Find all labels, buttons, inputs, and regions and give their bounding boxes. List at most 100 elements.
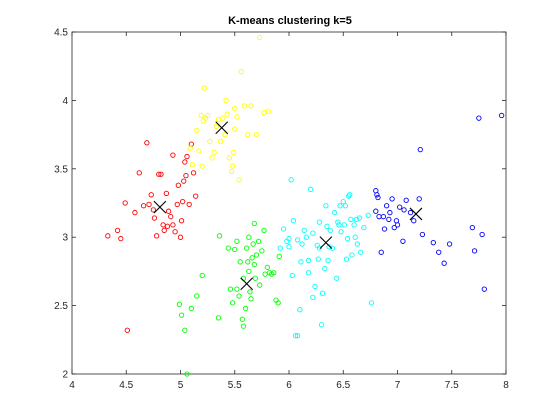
data-point — [335, 219, 341, 225]
data-point — [280, 226, 287, 232]
x-tick-label: 5.5 — [228, 380, 242, 391]
data-point — [215, 116, 222, 123]
data-point — [170, 152, 176, 158]
data-point — [303, 234, 310, 240]
data-point — [229, 300, 236, 306]
data-point — [140, 203, 147, 209]
data-point — [391, 224, 397, 231]
y-tick-label: 3.5 — [54, 164, 68, 175]
data-point — [305, 270, 312, 276]
data-point — [288, 177, 294, 183]
data-point — [174, 201, 180, 208]
data-point — [251, 261, 257, 268]
data-point — [250, 241, 256, 247]
x-tick-label: 4.5 — [119, 380, 133, 391]
data-point — [216, 233, 223, 239]
data-point — [376, 214, 382, 220]
data-point — [336, 222, 342, 228]
data-point — [338, 229, 344, 235]
centroid-x-marker — [215, 121, 229, 135]
data-point — [417, 146, 423, 153]
y-tick-label: 2 — [62, 370, 68, 381]
data-point — [403, 197, 409, 203]
data-point — [389, 196, 395, 202]
data-point — [292, 333, 299, 339]
data-point — [393, 218, 400, 224]
data-point — [290, 218, 296, 224]
data-point — [357, 249, 364, 255]
data-point — [248, 296, 254, 302]
data-point — [176, 301, 183, 307]
data-point — [188, 305, 195, 311]
data-point — [223, 97, 229, 104]
x-tick-label: 7.5 — [445, 380, 459, 391]
data-point — [343, 256, 350, 262]
centroid-x-marker — [153, 200, 167, 214]
data-point — [194, 127, 200, 134]
data-point — [251, 220, 257, 227]
data-point — [177, 234, 184, 240]
x-tick-label: 6.5 — [336, 380, 350, 391]
data-point — [156, 171, 162, 177]
data-point — [346, 193, 352, 199]
data-point — [240, 323, 247, 329]
data-point — [471, 248, 478, 254]
data-point — [180, 198, 186, 205]
data-point — [411, 218, 417, 224]
data-point — [165, 208, 172, 214]
centroid-x-marker — [319, 236, 333, 250]
data-point — [234, 286, 240, 292]
data-point — [381, 226, 388, 232]
data-point — [323, 203, 329, 209]
data-point — [341, 222, 347, 228]
data-point — [189, 162, 196, 168]
data-point — [213, 123, 219, 130]
data-point — [430, 240, 436, 246]
data-point — [186, 201, 192, 208]
data-point — [265, 108, 272, 114]
data-point — [257, 34, 263, 41]
data-point — [114, 227, 121, 234]
data-point — [105, 233, 111, 239]
data-point — [215, 315, 222, 321]
chart-title: K-means clustering k=5 — [228, 15, 352, 27]
data-point — [325, 257, 331, 264]
data-point — [172, 229, 178, 235]
data-point — [329, 245, 336, 251]
data-points — [105, 34, 505, 377]
cluster-4-series — [277, 177, 375, 339]
data-point — [211, 149, 217, 156]
data-point — [199, 163, 205, 169]
data-point — [161, 227, 167, 234]
data-point — [194, 293, 200, 299]
data-point — [316, 245, 323, 251]
data-point — [196, 148, 202, 154]
data-point — [241, 103, 248, 109]
data-point — [365, 212, 371, 218]
data-point — [253, 131, 260, 138]
data-point — [401, 207, 407, 213]
data-point — [182, 159, 188, 165]
data-point — [146, 201, 152, 208]
data-point — [168, 214, 174, 220]
data-point — [148, 192, 154, 198]
data-point — [222, 131, 228, 138]
data-point — [419, 231, 426, 238]
data-point — [153, 233, 160, 239]
data-point — [232, 246, 238, 253]
data-point — [261, 110, 267, 116]
data-point — [245, 259, 251, 265]
data-point — [236, 293, 242, 299]
data-point — [289, 272, 295, 279]
data-point — [124, 327, 130, 333]
data-point — [231, 149, 237, 156]
data-point — [248, 103, 254, 109]
data-point — [236, 177, 242, 183]
data-point — [246, 234, 252, 240]
data-point — [310, 230, 316, 236]
data-point — [315, 256, 321, 262]
data-point — [164, 223, 171, 229]
data-point — [387, 209, 393, 216]
data-point — [301, 227, 307, 234]
data-point — [383, 203, 390, 209]
